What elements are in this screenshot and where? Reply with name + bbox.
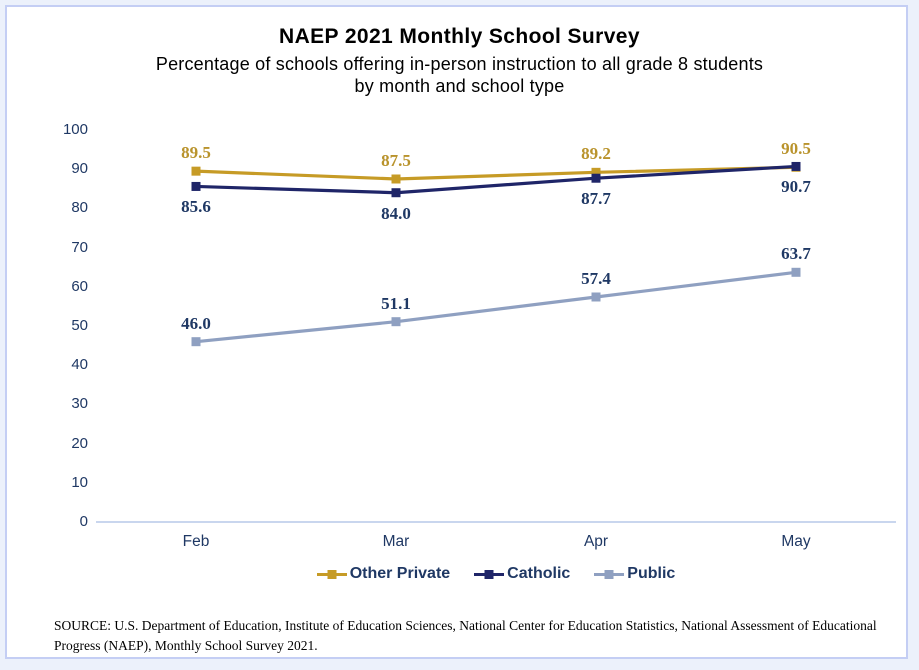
- data-label: 87.5: [381, 151, 411, 170]
- data-label: 90.5: [781, 139, 811, 159]
- legend-swatch-icon: [594, 569, 625, 579]
- legend-swatch-icon: [474, 569, 505, 579]
- data-label: 51.1: [381, 293, 411, 313]
- y-axis-label: 60: [71, 277, 88, 295]
- data-label: 90.7: [781, 177, 811, 197]
- y-axis-label: 10: [71, 473, 88, 491]
- subtitle-line-1: Percentage of schools offering in-person…: [155, 54, 764, 74]
- y-axis-label: 80: [71, 199, 88, 217]
- y-axis-label: 0: [79, 513, 88, 530]
- legend-label: Other Private: [349, 565, 451, 582]
- legend: Other Private Catholic Public: [96, 565, 896, 583]
- y-axis-label: 40: [71, 356, 88, 374]
- y-axis-label: 30: [71, 395, 88, 413]
- x-axis-label: May: [781, 533, 811, 550]
- data-label: 84.0: [381, 203, 411, 223]
- data-label: 57.4: [581, 268, 611, 288]
- chart-panel: [5, 5, 908, 659]
- x-axis-label: Mar: [382, 533, 410, 550]
- legend-item: Catholic: [474, 565, 570, 583]
- chart-title: NAEP 2021 Monthly School Survey: [279, 25, 640, 48]
- data-label: 89.5: [181, 143, 211, 163]
- source-note: SOURCE: U.S. Department of Education, In…: [54, 618, 877, 653]
- data-label: 46.0: [181, 313, 211, 333]
- x-axis-label: Feb: [182, 533, 210, 550]
- data-label: 87.7: [581, 189, 611, 209]
- subtitle-line-2: by month and school type: [354, 76, 565, 96]
- y-axis-label: 70: [71, 238, 88, 256]
- y-axis-label: 20: [71, 434, 88, 452]
- data-label: 89.2: [581, 144, 611, 164]
- legend-item: Public: [594, 565, 675, 583]
- x-axis-label: Apr: [583, 533, 609, 550]
- legend-item: Other Private: [316, 565, 451, 583]
- data-label: 63.7: [781, 244, 811, 264]
- chart-subtitle: Percentage of schools offering in-person…: [0, 53, 919, 97]
- data-label: 85.6: [181, 197, 211, 217]
- legend-swatch-icon: [316, 569, 347, 579]
- y-axis-label: 90: [71, 160, 88, 178]
- legend-label: Catholic: [507, 565, 571, 582]
- legend-label: Public: [627, 565, 676, 582]
- y-axis-label: 100: [62, 121, 88, 138]
- y-axis-label: 50: [71, 317, 88, 334]
